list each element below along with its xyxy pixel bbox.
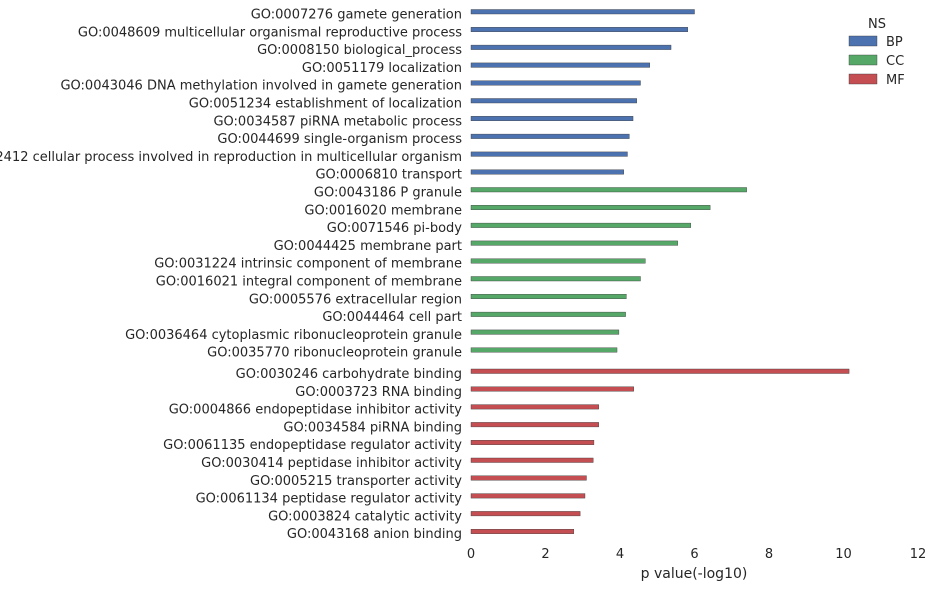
legend-title: NS (868, 17, 886, 32)
bar-cc (470, 311, 626, 317)
legend-swatch-mf (848, 73, 878, 85)
category-labels: GO:0007276 gamete generation GO:0048609 m… (0, 8, 462, 543)
bar-bp (470, 116, 634, 122)
bar-cc (470, 205, 711, 211)
category-label: GO:0043186 P granule (314, 186, 462, 201)
bar-bp (470, 9, 695, 15)
category-label: GO:0044699 single-organism process (217, 132, 462, 147)
category-label: GO:0005576 extracellular region (249, 292, 462, 307)
bar-mf (470, 368, 850, 374)
category-label: GO:0030414 peptidase inhibitor activity (201, 456, 462, 471)
category-label: GO:0006810 transport (315, 168, 462, 183)
category-label: GO:0005215 transporter activity (250, 474, 462, 489)
bar-mf (470, 475, 587, 481)
legend: NS BP CC MF (848, 17, 905, 88)
bar-mf (470, 457, 594, 463)
category-label: GO:0051234 establishment of localization (189, 97, 462, 112)
category-label: GO:0008150 biological_process (257, 43, 462, 58)
category-label: GO:0071546 pi-body (327, 221, 462, 236)
category-label: GO:0034584 piRNA binding (283, 420, 462, 435)
category-label: GO:0031224 intrinsic component of membra… (154, 257, 462, 272)
x-tick-label: 2 (541, 547, 549, 562)
category-label: GO:0004866 endopeptidase inhibitor activ… (169, 403, 463, 418)
bar-mf (470, 422, 599, 428)
x-tick-label: 8 (765, 547, 773, 562)
bar-cc (470, 187, 747, 193)
legend-swatch-bp (848, 35, 878, 47)
bar-mf (470, 440, 595, 445)
bar-cc (470, 240, 678, 246)
bar-cc (470, 329, 620, 335)
legend-label-cc: CC (886, 54, 904, 69)
x-tick-label: 4 (616, 547, 624, 562)
category-label: GO:0043046 DNA methylation involved in g… (60, 79, 462, 94)
category-label: GO:0016021 integral component of membran… (156, 275, 462, 290)
category-label: GO:0044464 cell part (322, 310, 462, 325)
category-label: GO:0043168 anion binding (287, 527, 462, 542)
x-tick-label: 12 (910, 547, 927, 562)
category-label: GO:0003824 catalytic activity (268, 509, 462, 524)
x-axis-ticks: 0 2 4 6 8 10 12 (467, 547, 926, 562)
category-label: GO:0022412 cellular process involved in … (0, 150, 462, 165)
bar-bp (470, 151, 628, 157)
bar-bp (470, 133, 630, 139)
category-label: GO:0030246 carbohydrate binding (236, 367, 462, 382)
bar-cc (470, 276, 641, 282)
bar-mf (470, 493, 586, 499)
bar-cc (470, 294, 627, 299)
category-label: GO:0035770 ribonucleoprotein granule (207, 346, 462, 361)
category-label: GO:0003723 RNA binding (295, 385, 462, 400)
category-label: GO:0044425 membrane part (274, 239, 462, 254)
legend-label-mf: MF (886, 73, 905, 88)
bar-mf (470, 511, 581, 517)
legend-label-bp: BP (886, 35, 903, 50)
category-label: GO:0034587 piRNA metabolic process (213, 114, 462, 129)
bar-bp (470, 27, 688, 32)
x-tick-label: 6 (690, 547, 698, 562)
x-tick-label: 10 (835, 547, 852, 562)
x-axis-label: p value(-log10) (641, 566, 748, 582)
bar-mf (470, 386, 634, 392)
bar-bp (470, 98, 637, 104)
bar-cc (470, 347, 618, 353)
category-label: GO:0061135 endopeptidase regulator activ… (163, 438, 462, 453)
bar-bp (470, 169, 624, 175)
bars-layer (470, 9, 850, 534)
category-label: GO:0036464 cytoplasmic ribonucleoprotein… (125, 328, 462, 343)
category-label: GO:0051179 localization (302, 61, 462, 76)
legend-swatch-cc (848, 54, 878, 66)
category-label: GO:0048609 multicellular organismal repr… (78, 25, 462, 40)
bar-mf (470, 529, 575, 534)
bar-mf (470, 404, 599, 410)
category-label: GO:0061134 peptidase regulator activity (196, 492, 463, 507)
category-label: GO:0016020 membrane (304, 203, 462, 218)
bar-bp (470, 80, 641, 86)
bar-bp (470, 62, 651, 68)
bar-cc (470, 258, 646, 264)
bar-bp (470, 44, 672, 50)
category-label: GO:0007276 gamete generation (251, 8, 462, 23)
x-tick-label: 0 (467, 547, 475, 562)
bar-cc (470, 222, 691, 228)
